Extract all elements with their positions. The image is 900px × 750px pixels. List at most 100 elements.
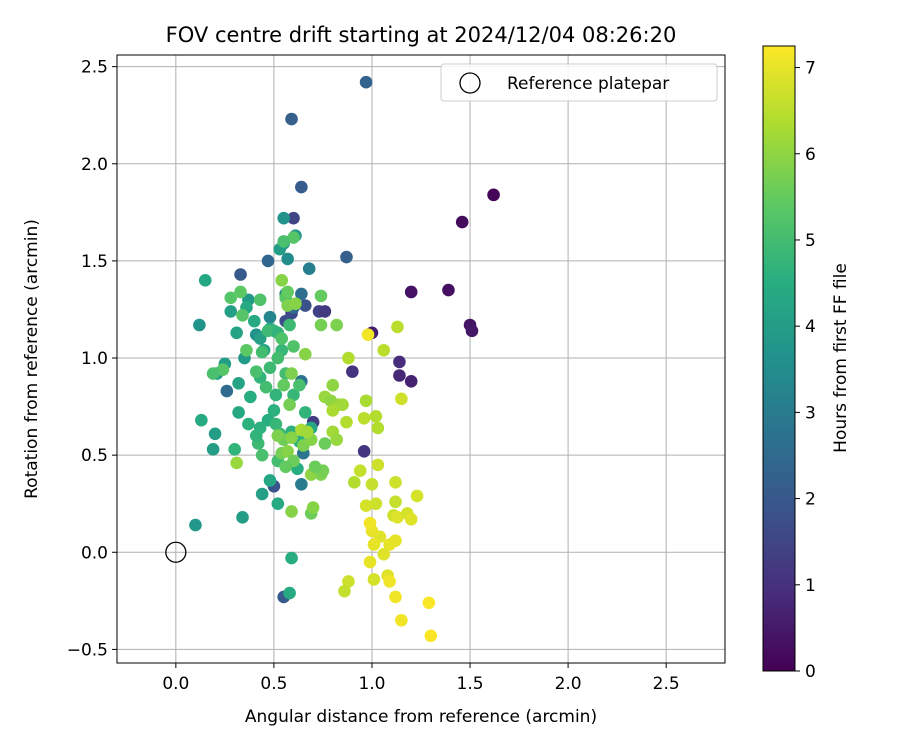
colorbar-ticks: 0 1 2 3 4 5 6 7 xyxy=(795,59,816,682)
colorbar-tick-label: 0 xyxy=(805,662,816,682)
y-tick-label: 2.0 xyxy=(81,155,108,175)
data-point xyxy=(228,443,241,456)
data-point xyxy=(389,476,402,489)
data-point xyxy=(198,274,212,287)
colorbar-tick-label: 6 xyxy=(805,145,816,165)
colorbar-tick-label: 5 xyxy=(805,231,816,251)
data-point xyxy=(442,283,455,297)
data-point xyxy=(422,596,436,610)
data-point xyxy=(377,547,391,561)
data-point xyxy=(410,489,424,503)
data-point xyxy=(383,538,396,551)
data-point xyxy=(393,355,406,369)
data-point xyxy=(253,332,267,345)
data-point xyxy=(289,297,302,310)
data-point xyxy=(232,376,245,390)
data-point xyxy=(308,460,322,474)
data-point xyxy=(367,538,381,551)
reference-marker xyxy=(165,541,187,563)
y-axis-label: Rotation from reference (arcmin) xyxy=(22,219,42,499)
data-point xyxy=(242,417,255,431)
grid-lines xyxy=(117,55,725,663)
data-point xyxy=(455,215,469,229)
data-point xyxy=(404,512,418,526)
data-point xyxy=(314,318,328,332)
data-point xyxy=(255,487,269,501)
data-point xyxy=(295,477,308,491)
data-point xyxy=(259,380,273,394)
data-point xyxy=(224,291,238,305)
y-tick-label: 1.0 xyxy=(81,349,108,369)
data-point xyxy=(371,458,385,472)
colorbar-label: Hours from first FF file xyxy=(831,263,851,453)
data-point xyxy=(281,444,294,458)
data-point xyxy=(281,285,294,299)
data-point xyxy=(287,340,300,353)
data-points xyxy=(189,75,500,643)
data-point xyxy=(359,394,373,408)
data-point xyxy=(404,285,418,299)
data-point xyxy=(240,343,253,357)
data-point xyxy=(369,410,383,423)
data-point xyxy=(255,448,269,462)
data-point xyxy=(487,188,500,202)
data-point xyxy=(391,511,404,524)
data-point xyxy=(224,305,238,318)
data-point xyxy=(357,444,371,458)
chart-title: FOV centre drift starting at 2024/12/04 … xyxy=(166,23,677,47)
y-tick-label: −0.5 xyxy=(67,640,108,660)
data-point xyxy=(298,347,312,361)
x-tick-label: 2.0 xyxy=(555,674,582,694)
legend-box xyxy=(440,63,718,102)
x-tick-label: 0.0 xyxy=(162,674,189,694)
data-point xyxy=(393,369,406,382)
data-point xyxy=(314,289,328,303)
colorbar-tick-label: 1 xyxy=(805,576,816,596)
data-point xyxy=(277,235,291,248)
data-point xyxy=(271,351,285,365)
data-point xyxy=(342,351,355,365)
x-tick-label: 2.5 xyxy=(653,674,680,694)
x-axis-ticks: 0.0 0.5 1.0 1.5 2.0 2.5 xyxy=(162,663,680,694)
data-point xyxy=(338,584,351,598)
data-point xyxy=(361,328,375,342)
data-point xyxy=(342,575,355,588)
y-axis-ticks: −0.5 0.0 0.5 1.0 1.5 2.0 2.5 xyxy=(67,58,117,660)
data-point xyxy=(318,305,332,318)
data-point xyxy=(279,460,292,474)
y-tick-label: 0.5 xyxy=(81,446,108,466)
data-point xyxy=(271,497,285,511)
x-axis-label: Angular distance from reference (arcmin) xyxy=(245,707,597,727)
data-point xyxy=(206,443,220,456)
data-point xyxy=(371,421,385,435)
data-point xyxy=(340,415,353,429)
data-point xyxy=(277,211,291,225)
data-point xyxy=(395,392,408,406)
data-point xyxy=(285,505,298,518)
data-point xyxy=(253,293,267,307)
data-point xyxy=(287,211,300,225)
data-point xyxy=(269,417,283,431)
data-point xyxy=(359,499,373,512)
legend-label: Reference platepar xyxy=(507,74,669,94)
y-tick-label: 1.5 xyxy=(81,252,108,272)
data-point xyxy=(298,406,312,419)
data-point xyxy=(298,299,312,312)
data-point xyxy=(285,431,298,444)
data-point xyxy=(365,477,379,491)
data-point xyxy=(234,268,247,281)
data-point xyxy=(357,411,371,425)
data-point xyxy=(261,324,275,338)
data-point xyxy=(424,629,438,643)
x-tick-label: 1.5 xyxy=(457,674,484,694)
data-point xyxy=(465,324,479,338)
data-point xyxy=(269,388,283,402)
data-point xyxy=(208,427,222,441)
data-point xyxy=(295,180,308,194)
data-point xyxy=(363,516,377,530)
data-point xyxy=(230,456,243,470)
data-point xyxy=(230,326,243,340)
data-point xyxy=(283,398,296,411)
data-point xyxy=(326,378,340,392)
